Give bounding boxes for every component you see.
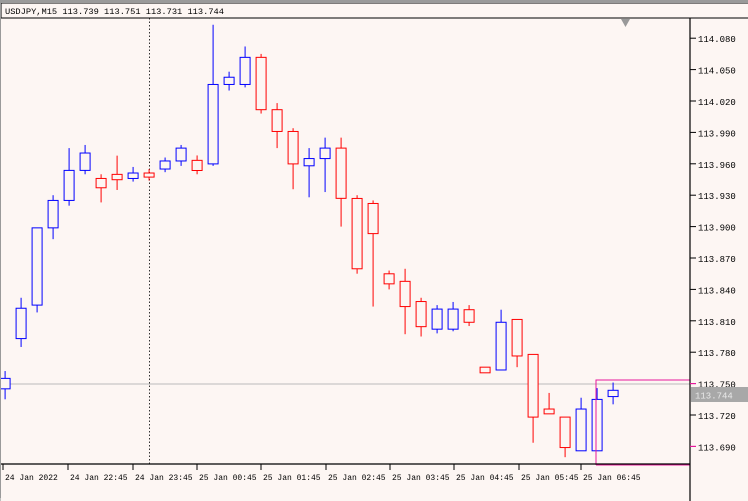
svg-text:114.020: 114.020 (698, 98, 736, 108)
svg-text:114.050: 114.050 (698, 67, 736, 77)
svg-text:113.744: 113.744 (695, 392, 733, 402)
svg-text:113.960: 113.960 (698, 161, 736, 171)
svg-text:113.690: 113.690 (698, 443, 736, 453)
svg-text:113.810: 113.810 (698, 318, 736, 328)
svg-text:114.080: 114.080 (698, 35, 736, 45)
svg-text:113.900: 113.900 (698, 224, 736, 234)
svg-text:25 Jan 05:45: 25 Jan 05:45 (521, 474, 579, 483)
svg-text:113.720: 113.720 (698, 412, 736, 422)
svg-text:113.840: 113.840 (698, 286, 736, 296)
svg-text:113.870: 113.870 (698, 255, 736, 265)
svg-text:25 Jan 00:45: 25 Jan 00:45 (199, 474, 257, 483)
svg-text:25 Jan 06:45: 25 Jan 06:45 (583, 474, 641, 483)
svg-text:113.780: 113.780 (698, 349, 736, 359)
svg-text:25 Jan 02:45: 25 Jan 02:45 (328, 474, 386, 483)
svg-text:USDJPY,M15 113.739 113.751 11: USDJPY,M15 113.739 113.751 113.731 113.7… (5, 7, 224, 17)
svg-text:24 Jan 22:45: 24 Jan 22:45 (70, 474, 128, 483)
svg-text:25 Jan 03:45: 25 Jan 03:45 (392, 474, 450, 483)
svg-text:113.930: 113.930 (698, 192, 736, 202)
svg-text:25 Jan 04:45: 25 Jan 04:45 (456, 474, 514, 483)
svg-text:113.990: 113.990 (698, 129, 736, 139)
svg-text:25 Jan 01:45: 25 Jan 01:45 (263, 474, 321, 483)
svg-text:24 Jan 2022: 24 Jan 2022 (5, 474, 58, 483)
svg-text:24 Jan 23:45: 24 Jan 23:45 (135, 474, 193, 483)
